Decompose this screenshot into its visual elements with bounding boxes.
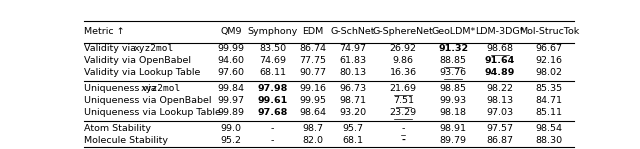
Text: 85.11: 85.11 <box>536 108 563 117</box>
Text: 90.77: 90.77 <box>300 68 326 77</box>
Text: 98.18: 98.18 <box>440 108 467 117</box>
Text: 98.68: 98.68 <box>486 44 513 53</box>
Text: Uniqueness via Lookup Table: Uniqueness via Lookup Table <box>84 108 221 117</box>
Text: QM9: QM9 <box>220 27 241 37</box>
Text: 80.13: 80.13 <box>340 68 367 77</box>
Text: 9.86: 9.86 <box>393 56 413 65</box>
Text: 89.79: 89.79 <box>440 136 467 145</box>
Text: 86.87: 86.87 <box>486 136 513 145</box>
Text: 97.03: 97.03 <box>486 108 513 117</box>
Text: 91.32: 91.32 <box>438 44 468 53</box>
Text: 98.64: 98.64 <box>300 108 326 117</box>
Text: xyz2mol: xyz2mol <box>134 44 173 53</box>
Text: 93.76: 93.76 <box>440 68 467 77</box>
Text: Validity via OpenBabel: Validity via OpenBabel <box>84 56 191 65</box>
Text: 97.68: 97.68 <box>257 108 288 117</box>
Text: Symphony: Symphony <box>248 27 298 37</box>
Text: 99.93: 99.93 <box>440 96 467 105</box>
Text: -: - <box>271 136 274 145</box>
Text: 96.73: 96.73 <box>340 84 367 93</box>
Text: 88.30: 88.30 <box>536 136 563 145</box>
Text: 99.97: 99.97 <box>218 96 244 105</box>
Text: -: - <box>271 124 274 133</box>
Text: 96.67: 96.67 <box>536 44 563 53</box>
Text: 99.89: 99.89 <box>218 108 244 117</box>
Text: xyz2mol: xyz2mol <box>141 84 181 93</box>
Text: EDM: EDM <box>302 27 323 37</box>
Text: Validity via Lookup Table: Validity via Lookup Table <box>84 68 200 77</box>
Text: LDM-3DG*: LDM-3DG* <box>476 27 525 37</box>
Text: 94.60: 94.60 <box>218 56 244 65</box>
Text: 98.02: 98.02 <box>536 68 563 77</box>
Text: 26.92: 26.92 <box>390 44 417 53</box>
Text: 91.64: 91.64 <box>485 56 515 65</box>
Text: 97.98: 97.98 <box>257 84 288 93</box>
Text: 74.97: 74.97 <box>340 44 367 53</box>
Text: Molecule Stability: Molecule Stability <box>84 136 168 145</box>
Text: 21.69: 21.69 <box>390 84 417 93</box>
Text: 99.0: 99.0 <box>220 124 241 133</box>
Text: 93.20: 93.20 <box>340 108 367 117</box>
Text: Validity via: Validity via <box>84 44 139 53</box>
Text: 61.83: 61.83 <box>340 56 367 65</box>
Text: 97.57: 97.57 <box>486 124 513 133</box>
Text: 23.29: 23.29 <box>390 108 417 117</box>
Text: 99.99: 99.99 <box>218 44 244 53</box>
Text: GeoLDM*: GeoLDM* <box>431 27 476 37</box>
Text: G-SphereNet: G-SphereNet <box>373 27 434 37</box>
Text: Metric ↑: Metric ↑ <box>84 27 125 37</box>
Text: Mol-StrucTok: Mol-StrucTok <box>519 27 579 37</box>
Text: 68.11: 68.11 <box>259 68 286 77</box>
Text: 85.35: 85.35 <box>536 84 563 93</box>
Text: 83.50: 83.50 <box>259 44 286 53</box>
Text: 99.16: 99.16 <box>300 84 326 93</box>
Text: 99.61: 99.61 <box>257 96 287 105</box>
Text: 68.1: 68.1 <box>342 136 364 145</box>
Text: 94.89: 94.89 <box>485 68 515 77</box>
Text: 82.0: 82.0 <box>302 136 323 145</box>
Text: Uniqueness via: Uniqueness via <box>84 84 159 93</box>
Text: -: - <box>401 136 405 145</box>
Text: 16.36: 16.36 <box>390 68 417 77</box>
Text: 77.75: 77.75 <box>300 56 326 65</box>
Text: 99.84: 99.84 <box>218 84 244 93</box>
Text: 98.91: 98.91 <box>440 124 467 133</box>
Text: 95.7: 95.7 <box>342 124 364 133</box>
Text: 84.71: 84.71 <box>536 96 563 105</box>
Text: G-SchNet: G-SchNet <box>331 27 376 37</box>
Text: 88.85: 88.85 <box>440 56 467 65</box>
Text: 98.22: 98.22 <box>486 84 513 93</box>
Text: 92.16: 92.16 <box>536 56 563 65</box>
Text: 95.2: 95.2 <box>220 136 241 145</box>
Text: -: - <box>401 124 405 133</box>
Text: 98.54: 98.54 <box>536 124 563 133</box>
Text: 99.95: 99.95 <box>300 96 326 105</box>
Text: 97.60: 97.60 <box>218 68 244 77</box>
Text: 98.7: 98.7 <box>302 124 323 133</box>
Text: 7.51: 7.51 <box>393 96 413 105</box>
Text: 98.71: 98.71 <box>340 96 367 105</box>
Text: 98.85: 98.85 <box>440 84 467 93</box>
Text: Atom Stability: Atom Stability <box>84 124 151 133</box>
Text: Uniqueness via OpenBabel: Uniqueness via OpenBabel <box>84 96 211 105</box>
Text: 74.69: 74.69 <box>259 56 286 65</box>
Text: 98.13: 98.13 <box>486 96 513 105</box>
Text: 86.74: 86.74 <box>300 44 326 53</box>
